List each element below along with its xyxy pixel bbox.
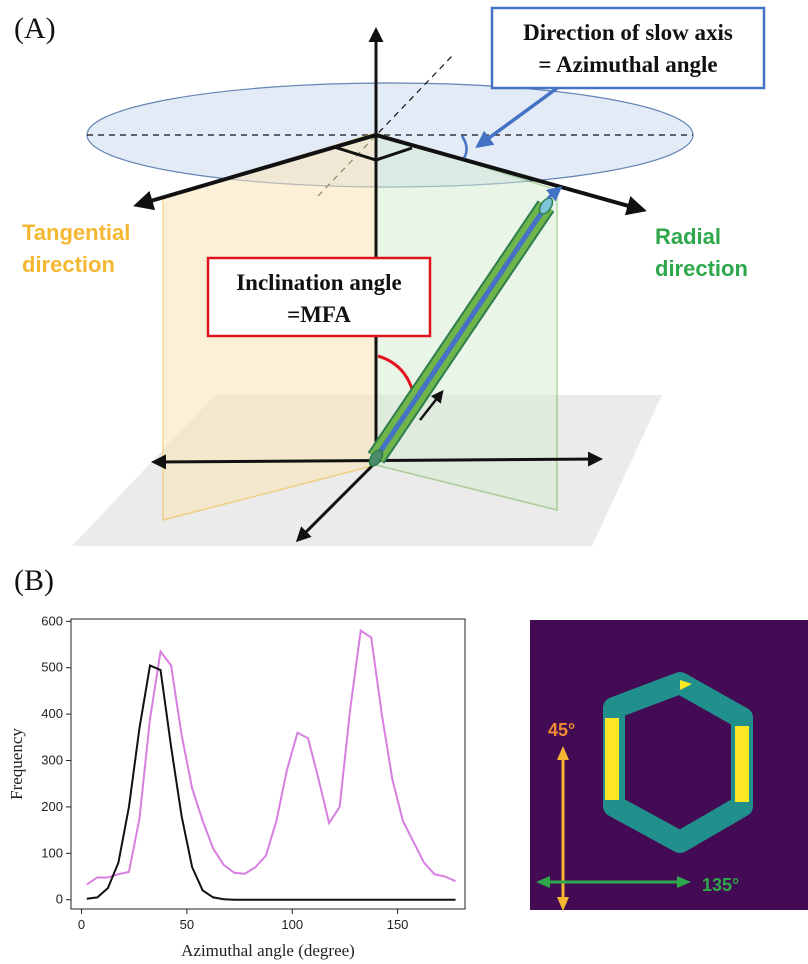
- slow-axis-pointer: [475, 84, 562, 149]
- y-tick-label: 0: [56, 892, 63, 907]
- inclination-arc: [377, 354, 415, 393]
- y-tick-label: 600: [41, 613, 63, 628]
- inclination-box: [206, 256, 432, 338]
- x-tick-label: 50: [180, 917, 194, 932]
- fiber-tip-pointer: [545, 186, 563, 202]
- y-axis-label: Frequency: [7, 728, 26, 800]
- y-tick-label: 200: [41, 799, 63, 814]
- y-tick-label: 500: [41, 660, 63, 675]
- vertical-45-arrowhead-top: [557, 746, 569, 760]
- map-background: [530, 620, 808, 910]
- y-tick-label: 300: [41, 753, 63, 768]
- plot-area: [70, 618, 466, 910]
- series-line-black: [86, 663, 456, 901]
- panel-a-diagram: Direction of slow axis = Azimuthal angle…: [22, 6, 766, 546]
- slow-axis-line2: = Azimuthal angle: [538, 52, 717, 77]
- x-axis-label: Azimuthal angle (degree): [181, 941, 355, 960]
- inclination-line1: Inclination angle: [236, 270, 402, 295]
- fiber-cylinder: [367, 197, 555, 467]
- tangential-line1: Tangential: [22, 220, 130, 245]
- panel-b-label: (B): [14, 564, 54, 597]
- y-tick-label: 400: [41, 706, 63, 721]
- inclination-line2: =MFA: [287, 302, 351, 327]
- series-line-pink: [86, 628, 456, 886]
- radial-line2: direction: [655, 256, 748, 281]
- tangential-line2: direction: [22, 252, 115, 277]
- small-arrow: [419, 390, 444, 421]
- slow-axis-box: [490, 6, 766, 90]
- angle-45-label: 45°: [548, 720, 575, 740]
- panel-a-label: (A): [14, 12, 56, 45]
- x-tick-label: 0: [78, 917, 85, 932]
- horizontal-135-arrowhead-right: [677, 876, 691, 888]
- y-tick-label: 100: [41, 845, 63, 860]
- right-angle-mark: [333, 145, 413, 162]
- hexagon-ring: [603, 672, 753, 853]
- radial-axis-arrow: [375, 133, 647, 216]
- vertical-45-arrowhead-bottom: [557, 897, 569, 911]
- x-tick-label: 150: [387, 917, 409, 932]
- horizontal-135-arrowhead-left: [536, 876, 550, 888]
- radial-line1: Radial: [655, 224, 721, 249]
- angle-135-label: 135°: [702, 875, 739, 895]
- bottom-diagonal-axis: [295, 460, 378, 543]
- slow-axis-line1: Direction of slow axis: [523, 20, 733, 45]
- azimuth-arc: [460, 135, 468, 159]
- x-tick-label: 100: [281, 917, 303, 932]
